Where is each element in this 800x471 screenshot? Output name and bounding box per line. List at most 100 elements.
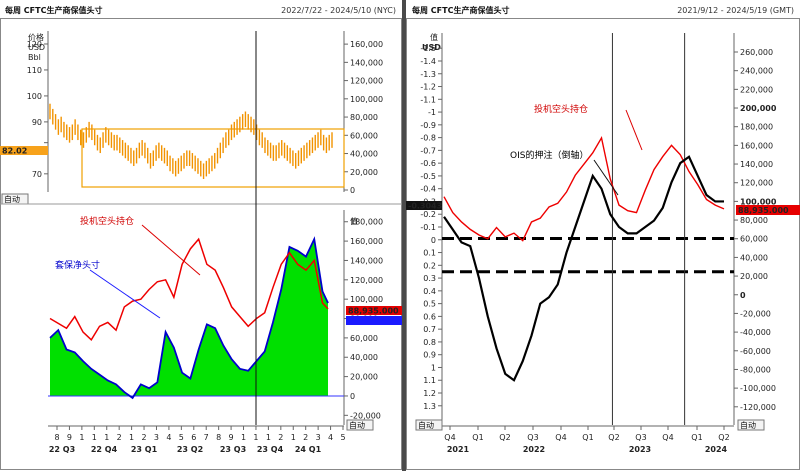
right-x-quarter-label: Q4 — [444, 433, 455, 442]
right-left-tick-label: 0.5 — [423, 300, 436, 309]
right-left-tick-label: 0.1 — [423, 249, 436, 258]
left-x-tick-label: 5 — [179, 433, 184, 442]
right-x-quarter-label: Q2 — [608, 433, 619, 442]
price-right-tick-label: 140,000 — [350, 58, 383, 67]
right-x-years: 2021 2022 2023 2024 — [447, 445, 728, 454]
pos-tick-label: 180,000 — [350, 218, 383, 227]
right-left-tick-label: 0 — [431, 236, 436, 245]
price-left-tick-label: 120 — [27, 40, 42, 49]
positions-plot — [48, 236, 344, 400]
left-x-quarter-label: 24 Q1 — [295, 445, 322, 454]
price-right-tick-label: 40,000 — [350, 150, 378, 159]
right-left-tick-label: -0.9 — [420, 121, 436, 130]
right-right-tick-label: -120,000 — [740, 403, 776, 412]
left-x-tick-label: 8 — [216, 433, 221, 442]
left-x-tick-label: 9 — [229, 433, 234, 442]
right-left-badge: -0.3043 — [408, 202, 442, 211]
right-spec-annotation: 投机空头持仓 — [534, 103, 588, 115]
right-left-tick-label: -1.4 — [420, 57, 436, 66]
right-x-quarters: Q4 Q1 Q2 Q3 Q4 Q1 Q2 Q3 Q4 Q1 Q2 — [444, 426, 730, 442]
price-left-ticks: 120 110 100 90 70 — [27, 40, 48, 179]
right-left-tick-label: -1.2 — [420, 83, 436, 92]
left-x-tick-label: 2 — [141, 433, 146, 442]
price-unit-line-1: 价格 — [28, 32, 44, 42]
right-right-tick-label: -20,000 — [740, 309, 771, 318]
spec-annotation-pointer — [141, 224, 201, 276]
right-right-tick-label: 200,000 — [740, 104, 777, 113]
right-value-label: 值 — [430, 32, 438, 42]
right-red-badge: 88,935.000 — [738, 206, 789, 215]
pos-tick-label: 160,000 — [350, 237, 383, 246]
right-left-tick-label: 1.2 — [423, 389, 436, 398]
left-x-quarter-label: 22 Q4 — [91, 445, 118, 454]
right-left-tick-label: 0.9 — [423, 351, 436, 360]
pos-tick-label: 60,000 — [350, 334, 378, 343]
right-left-badge-bg — [406, 201, 442, 210]
right-auto-button-right-label: 自动 — [740, 420, 756, 430]
right-left-tick-label: 1.3 — [423, 402, 436, 411]
left-x-tick-label: 1 — [92, 433, 97, 442]
right-x-quarter-label: Q1 — [691, 433, 702, 442]
right-x-quarter-label: Q2 — [718, 433, 729, 442]
left-x-tick-label: 7 — [204, 433, 209, 442]
right-x-year-label: 2024 — [705, 445, 728, 454]
right-left-tick-label: 1 — [431, 363, 436, 372]
spec-line — [49, 237, 329, 342]
right-spec-line — [443, 135, 725, 242]
left-x-tick-label: 1 — [129, 433, 134, 442]
right-left-tick-label: 0.2 — [423, 261, 436, 270]
right-auto-button-left[interactable] — [415, 419, 443, 431]
right-left-tick-label: -0.2 — [420, 210, 436, 219]
spec-annotation: 投机空头持仓 — [80, 215, 134, 227]
right-left-tick-label: 0.7 — [423, 325, 436, 334]
right-auto-button-right[interactable] — [737, 419, 765, 431]
left-x-tick-label: 1 — [104, 433, 109, 442]
left-blue-badge-bg — [346, 316, 402, 325]
right-right-tick-label: 140,000 — [740, 160, 773, 169]
pos-value-label: 值 — [350, 216, 358, 226]
left-x-tick-label: 9 — [67, 433, 72, 442]
price-left-tick-label: 100 — [27, 92, 42, 101]
right-left-tick-label: -1 — [428, 108, 436, 117]
right-x-year-label: 2022 — [523, 445, 545, 454]
right-x-quarter-label: Q1 — [582, 433, 593, 442]
left-x-tick-label: 1 — [241, 433, 246, 442]
right-left-tick-label: -0.6 — [420, 159, 436, 168]
right-right-tick-label: -60,000 — [740, 347, 771, 356]
price-right-tick-label: 100,000 — [350, 95, 383, 104]
pos-tick-label: 20,000 — [350, 373, 378, 382]
hedge-line — [49, 236, 329, 400]
left-chart-title: 每周 CFTC生产商保值头寸 — [5, 5, 102, 15]
right-left-tick-label: -0.7 — [420, 146, 436, 155]
left-x-tick-label: 6 — [191, 433, 196, 442]
right-date-range: 2021/9/12 - 2024/5/19 (GMT) — [677, 6, 794, 15]
right-left-tick-label: -1.1 — [420, 95, 436, 104]
right-x-quarter-label: Q4 — [555, 433, 566, 442]
right-right-ticks: 260,000 240,000 220,000 200,000 180,000 160,0… — [734, 48, 777, 412]
right-left-tick-label: -1.5 — [420, 44, 436, 53]
right-x-quarter-label: Q3 — [635, 433, 646, 442]
left-x-quarter-label: 22 Q3 — [49, 445, 75, 454]
price-right-tick-label: 80,000 — [350, 113, 378, 122]
left-x-quarter-label: 23 Q3 — [220, 445, 246, 454]
left-auto-button-bottom[interactable] — [346, 419, 374, 431]
price-left-tick-label: 110 — [27, 66, 42, 75]
right-x-year-label: 2023 — [629, 445, 651, 454]
right-right-tick-label: 180,000 — [740, 123, 773, 132]
left-x-quarter-label: 23 Q2 — [177, 445, 203, 454]
price-unit-line-2: USD — [28, 43, 45, 52]
left-red-badge-bg — [346, 306, 402, 315]
right-left-tick-label: -0.5 — [420, 172, 436, 181]
price-right-tick-label: 0 — [350, 186, 355, 195]
right-ois-line — [443, 155, 724, 382]
left-x-quarters: 22 Q3 22 Q4 23 Q1 23 Q2 23 Q3 23 Q4 24 Q1 — [49, 445, 322, 454]
right-x-year-label: 2021 — [447, 445, 470, 454]
right-left-tick-label: -0.8 — [420, 134, 436, 143]
right-right-tick-label: -40,000 — [740, 328, 771, 337]
hedge-annotation: 套保净头寸 — [55, 259, 100, 271]
left-x-tick-label: 2 — [117, 433, 122, 442]
price-right-tick-label: 160,000 — [350, 40, 383, 49]
left-x-tick-label: 4 — [328, 433, 333, 442]
left-x-quarter-label: 23 Q1 — [131, 445, 158, 454]
right-right-tick-label: 100,000 — [740, 197, 777, 206]
